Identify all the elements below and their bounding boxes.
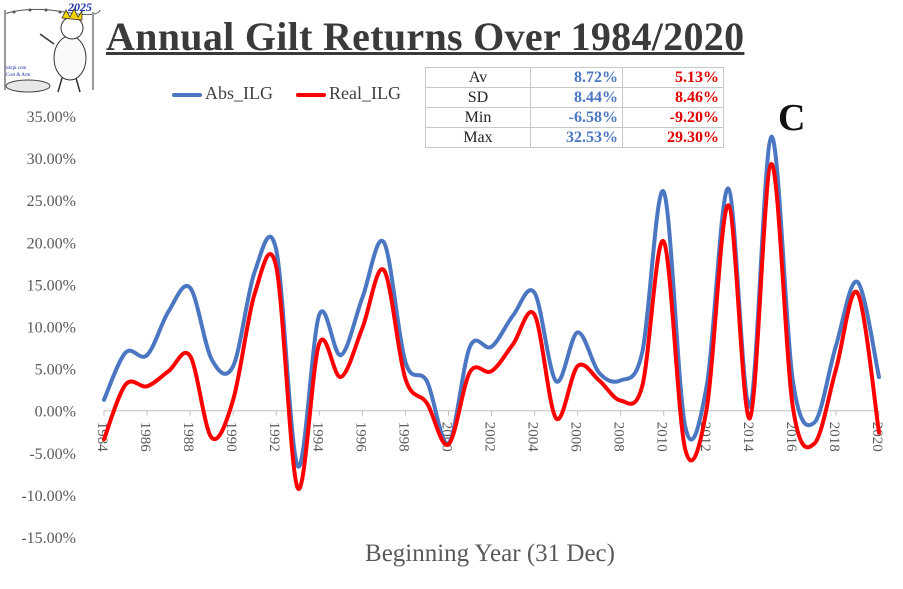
x-axis-label: Beginning Year (31 Dec) [365,540,615,567]
x-tick-label: 2006 [568,422,584,453]
series-line-real-ilg [102,161,881,491]
x-axis: 1984 1986 1988 1990 1992 1994 1996 1998 2000 2002… [94,410,885,453]
legend-swatch-real [296,92,326,97]
x-tick-label: 1986 [137,422,153,453]
logo-year: 2025 [68,0,92,14]
logo-image [3,8,101,93]
x-tick-label: 1998 [395,422,411,452]
series-line-abs-ilg [102,134,881,469]
chart-title: Annual Gilt Returns Over 1984/2020 [106,14,745,59]
stats-row-sd: SD 8.44% 8.46% [425,87,724,108]
legend-item-abs: Abs_ILG [172,83,273,104]
stats-real-value: -9.20% [622,107,724,128]
legend-label-real: Real_ILG [329,83,401,103]
y-tick-label: 5.00% [35,362,76,379]
stats-real-value: 5.13% [622,67,724,88]
stats-abs-value: 8.44% [530,87,623,108]
stats-label: Max [425,127,531,148]
x-tick-label: 2016 [783,422,799,453]
y-tick-label: 35.00% [27,109,76,126]
x-tick-label: 2004 [525,422,541,453]
y-tick-label: 15.00% [27,277,76,294]
x-tick-label: 2018 [826,422,842,452]
stats-real-value: 8.46% [622,87,724,108]
stats-row-min: Min -6.58% -9.20% [425,107,724,128]
corner-mark: C [778,97,806,139]
stats-label: SD [425,87,531,108]
series-lines [102,134,881,491]
stats-abs-value: -6.58% [530,107,623,128]
x-tick-label: 1992 [266,422,282,452]
logo-site-text: ukrpi.com [6,66,27,71]
stats-label: Min [425,107,531,128]
logo-tagline: Cost & Arm [6,73,31,78]
x-tick-label: 2008 [611,422,627,452]
x-tick-label: 1990 [223,422,239,452]
y-tick-label: 10.00% [27,320,76,337]
x-tick-label: 1994 [309,422,325,453]
x-tick-label: 2002 [482,422,498,452]
stats-abs-value: 32.53% [530,127,623,148]
x-tick-label: 2014 [740,422,756,453]
y-tick-label: 30.00% [27,151,76,168]
y-tick-label: 0.00% [35,404,76,421]
stats-row-max: Max 32.53% 29.30% [425,127,724,148]
x-tick-label: 2010 [654,422,670,452]
x-tick-label: 1988 [180,422,196,452]
y-axis: 35.00% 30.00% 25.00% 20.00% 15.00% 10.00% 5.00… [21,109,76,547]
y-tick-label: -15.00% [21,530,76,547]
y-tick-label: 20.00% [27,235,76,252]
stats-real-value: 29.30% [622,127,724,148]
y-tick-label: -10.00% [21,488,76,505]
y-tick-label: -5.00% [29,446,76,463]
legend-item-real: Real_ILG [296,83,401,104]
stats-table: Av 8.72% 5.13% SD 8.44% 8.46% Min -6.58%… [425,67,724,148]
stats-abs-value: 8.72% [530,67,623,88]
x-tick-label: 2020 [869,422,885,452]
legend-label-abs: Abs_ILG [205,83,273,103]
stats-label: Av [425,67,531,88]
y-tick-label: 25.00% [27,193,76,210]
stats-row-av: Av 8.72% 5.13% [425,67,724,88]
legend-swatch-abs [172,92,202,97]
x-tick-label: 1996 [352,422,368,453]
